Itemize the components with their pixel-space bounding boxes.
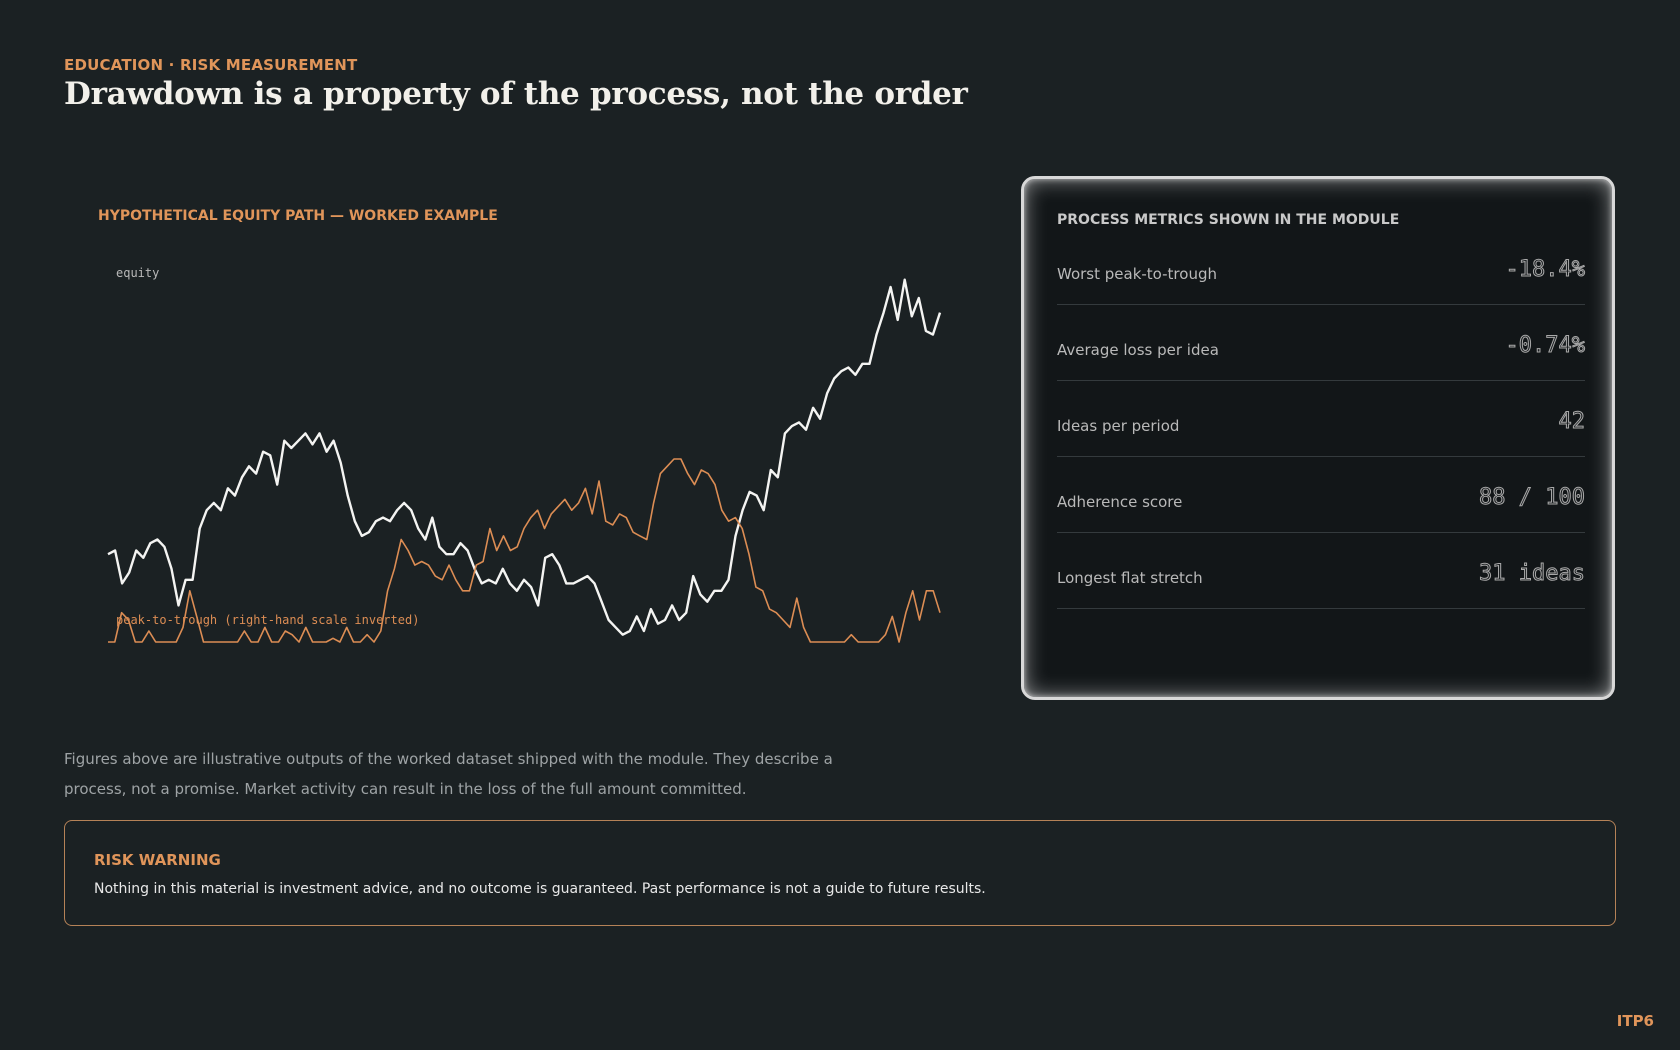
metric-label: Adherence score	[1057, 493, 1183, 511]
metric-row-ideas-per-period: Ideas per period 42	[1057, 381, 1585, 457]
metrics-panel-title: PROCESS METRICS SHOWN IN THE MODULE	[1057, 212, 1400, 228]
metric-label: Ideas per period	[1057, 417, 1180, 435]
metrics-panel: PROCESS METRICS SHOWN IN THE MODULE Wors…	[1021, 176, 1615, 700]
risk-warning-text: Nothing in this material is investment a…	[94, 881, 986, 897]
equity-chart: equity peak-to-trough (right-hand scale i…	[107, 266, 942, 643]
series-line-peak-to-trough	[108, 458, 941, 643]
metric-row-average-loss: Average loss per idea -0.74%	[1057, 305, 1586, 381]
footer-code: ITP6	[1616, 1012, 1654, 1030]
metric-value: -0.74%	[1505, 333, 1585, 359]
risk-warning-title: RISK WARNING	[94, 851, 221, 869]
metric-row-adherence-score: Adherence score 88 / 100	[1057, 457, 1585, 533]
metric-row-longest-flat-stretch: Longest flat stretch 31 ideas	[1057, 533, 1585, 609]
metric-value: 42	[1558, 409, 1585, 435]
metric-label: Longest flat stretch	[1057, 569, 1203, 587]
metric-value: -18.4%	[1505, 257, 1585, 283]
metric-row-worst-drawdown: Worst peak-to-trough -18.4%	[1057, 229, 1586, 305]
page-title: Drawdown is a property of the process, n…	[64, 76, 968, 112]
metric-value: 31 ideas	[1479, 561, 1586, 587]
metric-label: Worst peak-to-trough	[1057, 265, 1217, 283]
metric-value: 88 / 100	[1479, 485, 1586, 511]
series-line-equity	[107, 278, 942, 636]
page-eyebrow: EDUCATION · RISK MEASUREMENT	[64, 56, 358, 74]
illustrative-note: Figures above are illustrative outputs o…	[64, 750, 833, 798]
chart-title: HYPOTHETICAL EQUITY PATH — WORKED EXAMPL…	[98, 208, 498, 224]
series-label-equity: equity	[116, 266, 159, 280]
risk-warning-box: RISK WARNING Nothing in this material is…	[64, 820, 1616, 926]
series-label-peak-to-trough: peak-to-trough (right-hand scale inverte…	[116, 613, 419, 627]
metric-label: Average loss per idea	[1057, 341, 1219, 359]
